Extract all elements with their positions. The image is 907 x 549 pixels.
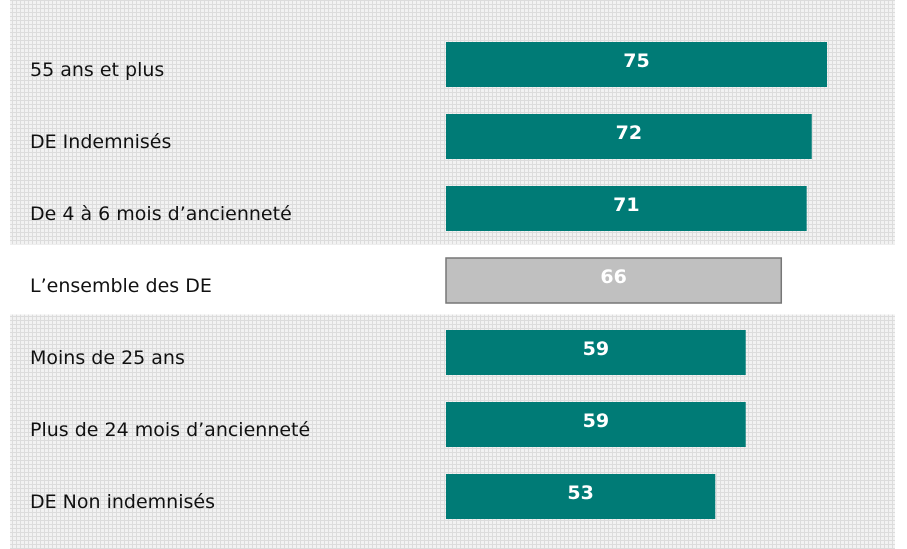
category-label: DE Indemnisés <box>30 131 171 153</box>
category-label: L’ensemble des DE <box>30 275 212 297</box>
bar <box>446 42 827 87</box>
value-label: 53 <box>567 482 593 504</box>
bar <box>446 474 716 519</box>
value-label: 71 <box>613 194 639 216</box>
value-label: 75 <box>623 50 649 72</box>
value-label: 59 <box>583 338 609 360</box>
bar <box>446 402 746 447</box>
category-label: De 4 à 6 mois d’ancienneté <box>30 203 292 225</box>
bar <box>446 114 812 159</box>
category-label: DE Non indemnisés <box>30 491 215 513</box>
category-label: Plus de 24 mois d’ancienneté <box>30 419 310 441</box>
value-label: 72 <box>616 122 642 144</box>
bar <box>446 330 746 375</box>
bar <box>446 186 807 231</box>
category-label: Moins de 25 ans <box>30 347 185 369</box>
bar <box>445 257 783 304</box>
value-label: 66 <box>600 266 626 288</box>
value-label: 59 <box>583 410 609 432</box>
category-label: 55 ans et plus <box>30 59 164 81</box>
